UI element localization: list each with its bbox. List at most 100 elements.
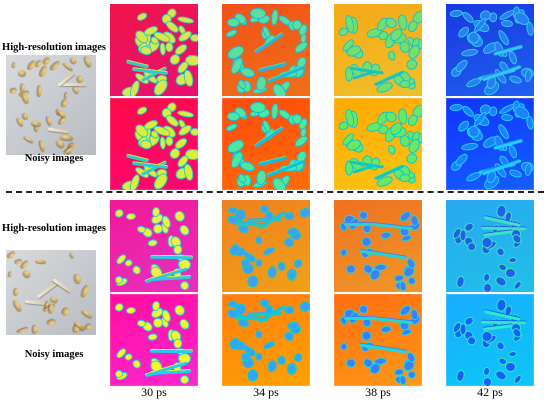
top-hr-label: High-resolution images [0,42,108,54]
grain-shape [22,268,32,279]
particle-blob [460,47,480,58]
grain-shape [45,115,53,127]
particle-blob [512,279,524,292]
image-tile-bottom-high-res-42ps [446,200,534,292]
grain-shape [38,139,46,153]
particle-blob [276,354,287,366]
grain-shape [71,85,80,95]
particle-blob [507,168,523,180]
particle-rod [343,222,370,227]
particle-blob [298,206,310,220]
particle-blob [524,68,534,83]
particle-blob [500,19,513,28]
particle-blob [398,280,408,292]
particle-blob [358,210,370,222]
grain-shape [82,55,93,69]
particle-blob [172,338,183,349]
particle-blob [387,144,397,156]
particle-blob [507,144,519,160]
grain-shape [54,138,66,150]
particle-blob [246,275,259,289]
particle-blob [360,329,374,343]
particle-blob [379,231,393,240]
grain-shape [17,69,27,77]
particle-blob [508,256,518,264]
particle-blob [176,109,195,119]
particle-rod [257,155,287,167]
grain-shape [76,75,84,84]
particle-blob [255,258,263,266]
grain-shape [73,273,82,285]
particle-blob [345,264,357,275]
particle-blob [292,351,305,364]
particle-blob [135,224,147,234]
stick-shape [47,127,70,133]
grain-shape [34,259,46,264]
particle-blob [226,17,240,27]
particle-rod [150,254,194,260]
top-hr-label-text: High-resolution images [2,42,106,53]
particle-blob [292,257,305,270]
particle-blob [405,57,420,72]
particle-blob [177,223,192,238]
image-tile-top-high-res-30ps [110,4,198,96]
particle-blob [500,113,513,122]
image-tile-top-high-res-42ps [446,4,534,96]
particle-blob [481,271,491,283]
particle-blob [177,317,192,332]
grain-shape [22,135,35,145]
particle-blob [262,246,277,257]
particle-rod [369,316,413,325]
particle-blob [379,325,393,334]
particle-blob [456,368,467,382]
particle-blob [398,374,408,386]
particle-blob [238,65,257,80]
particle-blob [466,241,477,252]
particle-blob [387,50,397,62]
grain-shape [16,326,30,334]
particle-blob [481,365,491,377]
particle-rod [257,61,287,73]
particle-blob [255,235,264,246]
grain-shape [48,60,62,73]
particle-blob [507,50,519,66]
particle-blob [135,105,149,117]
top-noisy-label: Noisy images [0,153,108,165]
particle-blob [146,332,159,342]
particle-blob [178,373,192,386]
grain-shape [60,306,71,317]
particle-blob [246,369,259,383]
particle-blob [407,370,417,380]
top-sample-photo [6,55,96,155]
image-tile-top-high-res-38ps [334,4,422,96]
particle-blob [339,341,349,351]
particle-rod [343,316,370,321]
particle-blob [130,357,143,371]
grain-shape [11,298,23,313]
particle-rod [369,222,413,231]
particle-blob [226,111,240,121]
grain-shape [69,56,78,66]
bottom-sample-photo [6,250,96,335]
particle-blob [460,141,480,152]
col-label-38ps: 38 ps [365,385,391,399]
particle-blob [405,151,420,166]
particle-blob [482,282,493,292]
particle-blob [152,317,164,329]
particle-blob [266,359,278,374]
image-tile-bottom-high-res-38ps [334,200,422,292]
top-noisy-label-text: Noisy images [24,153,84,164]
particle-blob [292,39,310,55]
particle-blob [466,335,477,346]
image-tile-top-noisy-42ps [446,98,534,190]
particle-blob [225,28,239,39]
particle-blob [339,247,349,257]
particle-blob [407,276,417,286]
particle-rod [482,229,513,237]
particle-blob [152,223,164,235]
particle-blob [495,339,507,352]
particle-blob [456,274,467,288]
particle-blob [258,297,270,308]
image-tile-bottom-high-res-30ps [110,200,198,292]
grain-shape [9,88,18,95]
